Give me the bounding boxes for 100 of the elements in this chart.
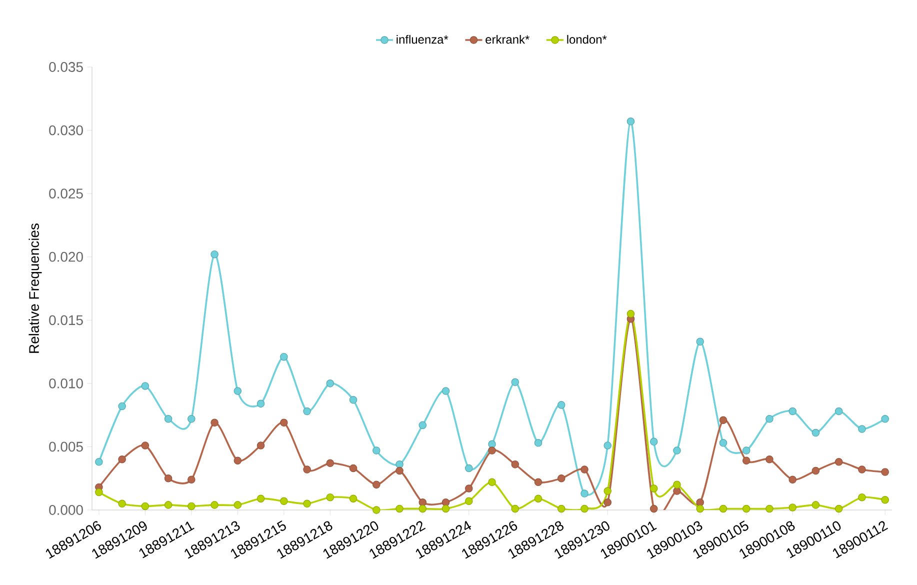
- point: [812, 428, 820, 437]
- point: [141, 502, 150, 510]
- point: [834, 504, 843, 513]
- point: [442, 387, 450, 395]
- point: [256, 400, 265, 408]
- point: [719, 439, 728, 447]
- point: [719, 504, 728, 513]
- legend-label: london*: [567, 34, 607, 44]
- point: [442, 498, 450, 506]
- y-tick-label: 0.015: [49, 315, 83, 326]
- point: [464, 497, 473, 506]
- point: [650, 438, 658, 446]
- point: [349, 396, 358, 404]
- point: [164, 501, 172, 509]
- point: [881, 468, 889, 476]
- point: [256, 494, 265, 502]
- point: [766, 504, 774, 513]
- point: [511, 378, 520, 386]
- point: [118, 455, 126, 464]
- point: [673, 480, 681, 489]
- point: [534, 494, 542, 502]
- point: [372, 446, 380, 454]
- y-tick-label: 0.000: [49, 505, 83, 515]
- y-tick-label: 0.030: [49, 125, 83, 136]
- point: [696, 338, 704, 346]
- y-tick-label: 0.025: [49, 188, 83, 199]
- y-tick-label: 0.020: [49, 252, 83, 262]
- point: [812, 501, 820, 509]
- point: [742, 456, 750, 465]
- point: [858, 466, 866, 474]
- point: [372, 480, 380, 489]
- point: [650, 504, 658, 513]
- point: [719, 416, 728, 424]
- point: [766, 455, 774, 464]
- y-axis-title: Relative Frequencies: [28, 224, 42, 353]
- point: [118, 500, 126, 508]
- point: [696, 498, 704, 506]
- point: [626, 118, 635, 126]
- point: [210, 250, 218, 258]
- legend-label: influenza*: [396, 34, 448, 44]
- point: [742, 504, 750, 513]
- y-tick-label: 0.010: [49, 378, 83, 388]
- point: [418, 498, 427, 506]
- point: [234, 456, 242, 465]
- point: [604, 442, 612, 450]
- point: [210, 418, 218, 427]
- point: [858, 493, 866, 502]
- point: [834, 458, 843, 466]
- point: [234, 501, 242, 509]
- point: [858, 425, 866, 433]
- point: [118, 402, 126, 410]
- point: [557, 504, 566, 513]
- point: [188, 502, 196, 510]
- point: [303, 500, 311, 508]
- point: [742, 446, 750, 454]
- point: [604, 498, 612, 506]
- point: [164, 474, 172, 482]
- point: [234, 387, 242, 395]
- point: [788, 504, 796, 512]
- point: [557, 474, 566, 482]
- point: [580, 490, 588, 498]
- point: [141, 442, 150, 450]
- point: [534, 478, 542, 486]
- point: [396, 466, 404, 475]
- point: [418, 504, 427, 513]
- point: [557, 401, 566, 409]
- point: [256, 442, 265, 450]
- point: [396, 460, 404, 468]
- point: [673, 446, 681, 454]
- point: [580, 466, 588, 474]
- y-tick-label: 0.005: [49, 442, 83, 452]
- point: [650, 484, 658, 492]
- point: [488, 478, 496, 486]
- point: [303, 466, 311, 474]
- point: [418, 421, 427, 430]
- point: [396, 504, 404, 513]
- point: [326, 380, 334, 388]
- point: [604, 487, 612, 495]
- point: [696, 504, 704, 513]
- point: [788, 407, 796, 416]
- point: [188, 476, 196, 484]
- point: [788, 476, 796, 484]
- point: [280, 418, 288, 427]
- point: [141, 382, 150, 390]
- point: [349, 464, 358, 472]
- y-tick-label: 0.035: [49, 62, 83, 72]
- point: [766, 414, 774, 423]
- point: [534, 439, 542, 447]
- point: [349, 494, 358, 502]
- point: [95, 458, 103, 466]
- point: [881, 496, 889, 504]
- point: [372, 506, 380, 514]
- point: [326, 493, 334, 502]
- point: [812, 466, 820, 475]
- point: [188, 414, 196, 423]
- point: [464, 484, 473, 492]
- point: [280, 497, 288, 506]
- legend-label: erkrank*: [486, 34, 530, 44]
- point: [464, 464, 473, 472]
- point: [511, 504, 520, 513]
